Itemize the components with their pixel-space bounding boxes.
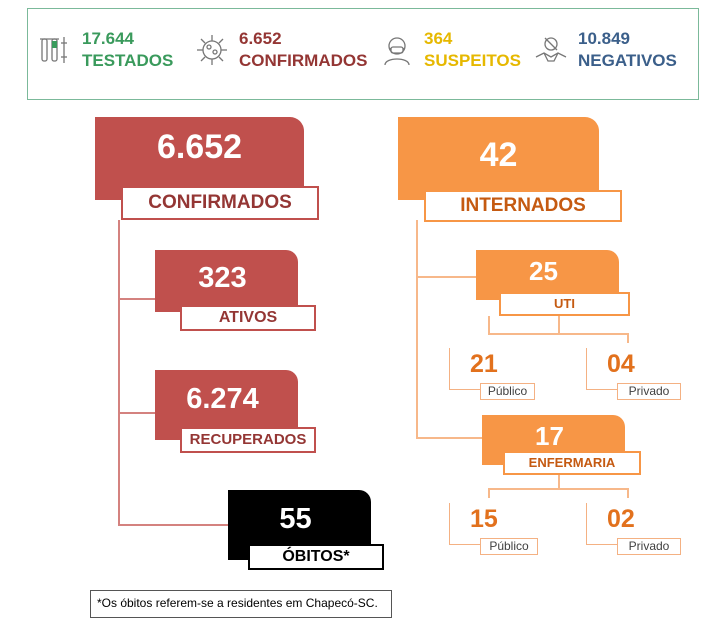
icu-split-h [488,333,628,335]
icu-split-r [627,333,629,343]
summary-panel: 17.644 TESTADOS 6.652 CONFIRMADOS [27,8,699,100]
ward-label: ENFERMARIA [503,451,641,475]
confirmed-label: CONFIRMADOS [121,186,319,220]
hospitalized-tree-line [416,220,418,438]
hospitalized-box [398,117,599,200]
hospitalized-value: 42 [479,136,518,174]
testados-value: 17.644 [82,29,134,48]
suspeitos-label: SUSPEITOS [424,51,521,70]
test-tubes-icon [40,37,67,63]
ward-public-bracket [449,503,483,545]
confirmed-tree-line [118,220,120,525]
icu-private-bracket [586,348,620,390]
icu-public-value: 21 [470,350,498,378]
active-label: ATIVOS [180,305,316,331]
ward-split-r [627,488,629,498]
confirmed-value: 6.652 [156,128,243,166]
icu-private-label: Privado [617,383,681,400]
virus-icon [197,35,227,65]
deaths-label: ÓBITOS* [248,544,384,570]
branch-icu [416,276,476,278]
hospitalized-label: INTERNADOS [424,190,622,222]
confirmados-label: CONFIRMADOS [239,51,368,70]
icu-split-c [558,316,560,333]
icu-public-bracket [449,348,483,390]
no-virus-handshake-icon [535,37,567,62]
ward-split-h [488,488,628,490]
branch-active [118,298,155,300]
active-box [155,250,298,312]
recovered-value: 6.274 [186,383,259,415]
negativos-value: 10.849 [578,29,630,48]
branch-deaths [118,524,228,526]
icu-box [476,250,619,300]
ward-value: 17 [535,421,564,451]
deaths-value: 55 [279,503,312,535]
icu-public-label: Público [480,383,535,400]
branch-recovered [118,412,155,414]
suspeitos-value: 364 [424,29,453,48]
masked-person-icon [384,37,410,66]
testados-label: TESTADOS [82,51,174,70]
recovered-label: RECUPERADOS [180,427,316,453]
active-value: 323 [198,262,247,294]
icu-label: UTI [499,292,630,316]
ward-split-c [558,475,560,488]
confirmados-value: 6.652 [239,29,282,48]
icu-value: 25 [529,256,558,286]
ward-public-label: Público [480,538,538,555]
icu-split-l [488,316,490,333]
icu-private-value: 04 [607,350,635,378]
ward-private-value: 02 [607,505,635,533]
ward-private-bracket [586,503,620,545]
ward-public-value: 15 [470,505,498,533]
footnote: *Os óbitos referem-se a residentes em Ch… [90,590,392,618]
ward-private-label: Privado [617,538,681,555]
negativos-label: NEGATIVOS [578,51,677,70]
branch-ward [416,437,482,439]
ward-split-l [488,488,490,498]
